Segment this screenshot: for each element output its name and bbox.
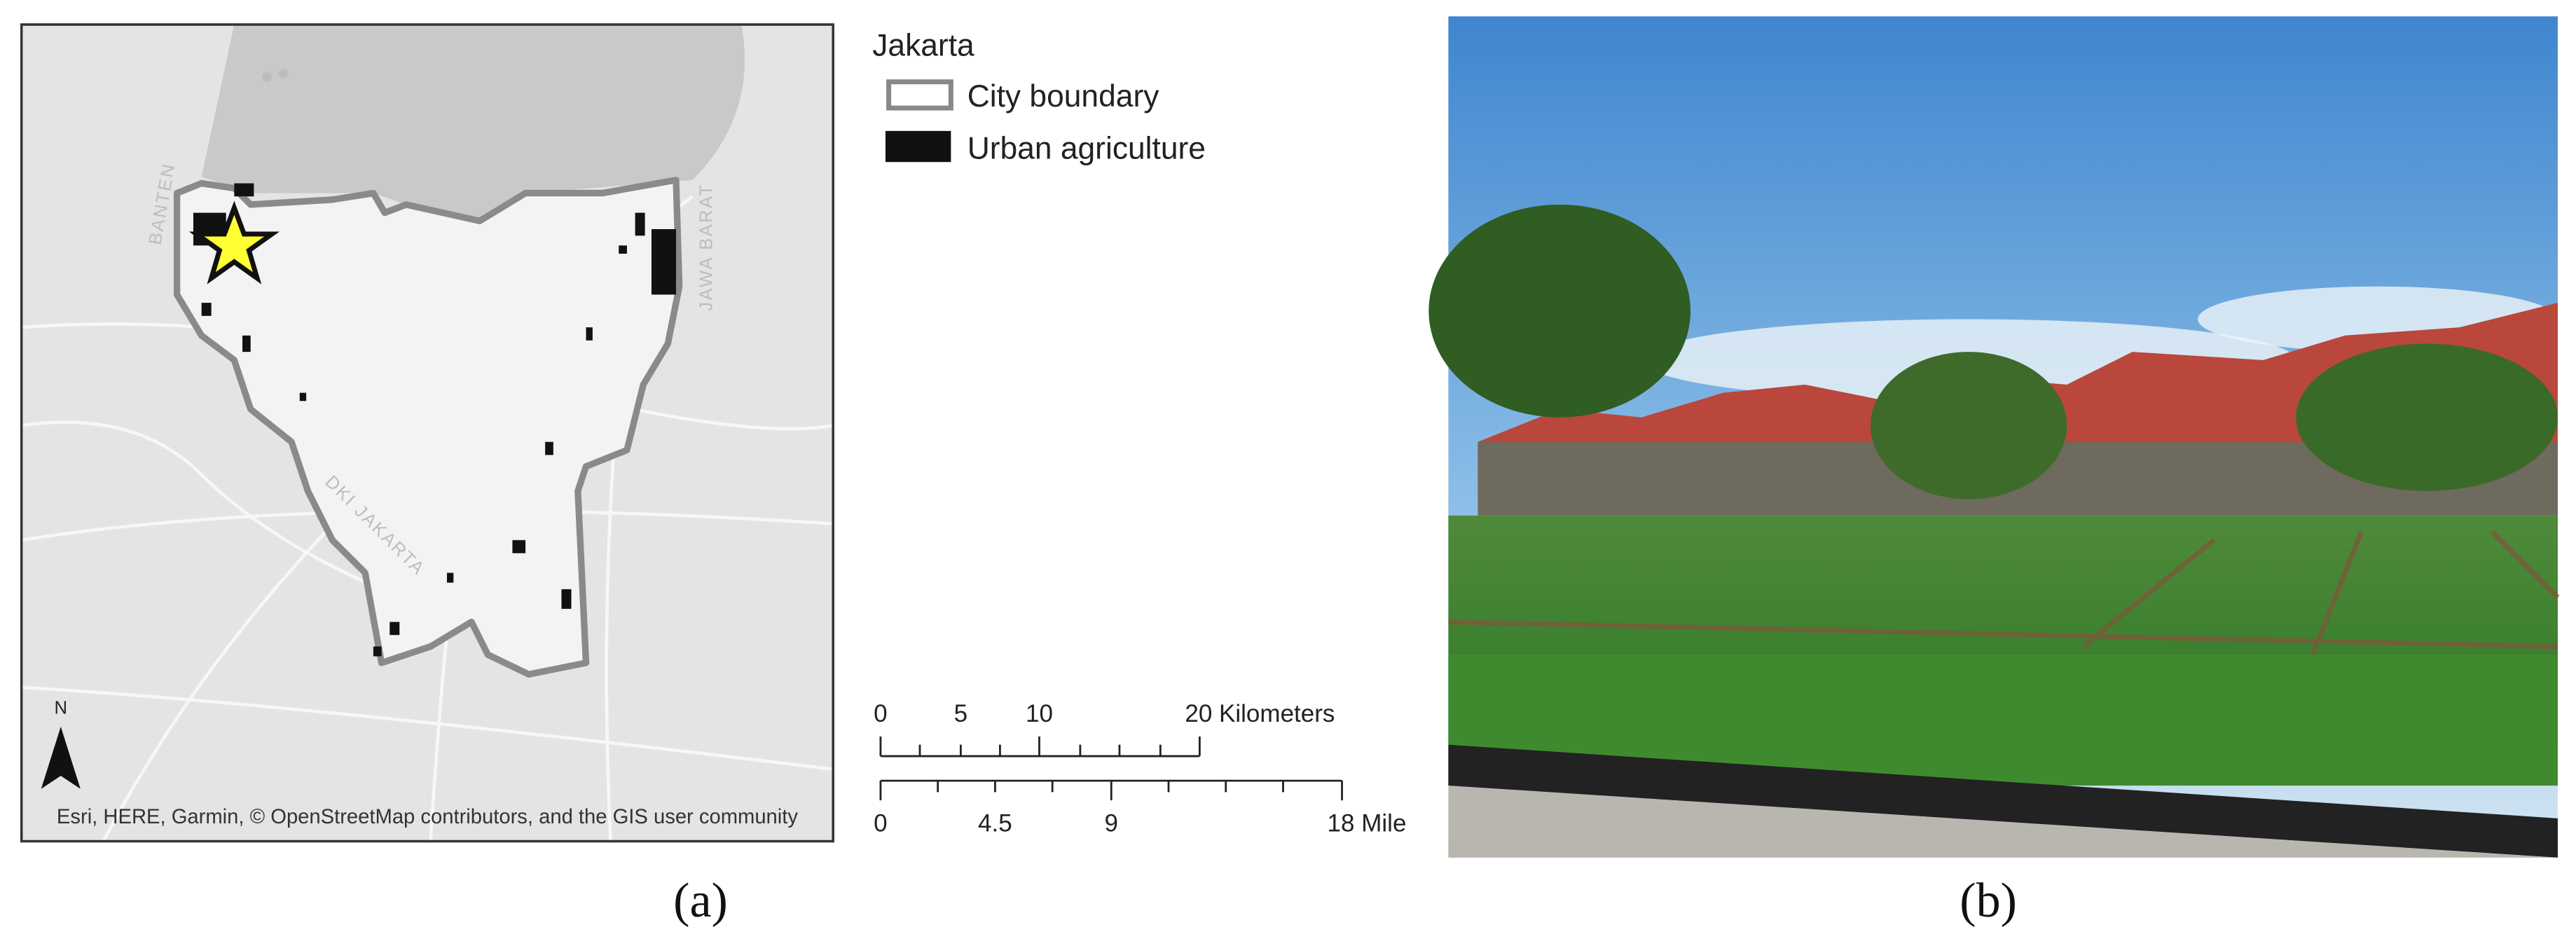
scale-label: 10 bbox=[1026, 700, 1053, 727]
scale-label: 20 Kilometers bbox=[1185, 700, 1335, 727]
map: BANTEN JAWA BARAT DKI JAKARTA N Esri, HE… bbox=[21, 25, 834, 842]
legend-swatch bbox=[886, 79, 953, 111]
scale-label: 0 bbox=[874, 700, 887, 727]
photo bbox=[1428, 16, 2560, 858]
caption: (b) bbox=[1959, 874, 2017, 928]
scale-label: 18 Mile bbox=[1328, 810, 1407, 837]
legend-title: Jakarta bbox=[872, 28, 974, 62]
scale-bar bbox=[879, 736, 1343, 801]
north-label: N bbox=[54, 698, 67, 718]
scale-label: 5 bbox=[954, 700, 967, 727]
legend-swatch bbox=[885, 130, 951, 163]
north-arrow bbox=[41, 727, 81, 789]
scale-label: 4.5 bbox=[978, 810, 1012, 837]
scale-label: 0 bbox=[874, 810, 887, 837]
scale-label: 9 bbox=[1105, 810, 1118, 837]
legend-item: City boundary bbox=[967, 79, 1160, 114]
map-label: JAWA BARAT bbox=[696, 184, 716, 311]
legend-item: Urban agriculture bbox=[967, 132, 1206, 166]
caption: (a) bbox=[673, 874, 728, 928]
attribution: Esri, HERE, Garmin, © OpenStreetMap cont… bbox=[57, 806, 798, 828]
